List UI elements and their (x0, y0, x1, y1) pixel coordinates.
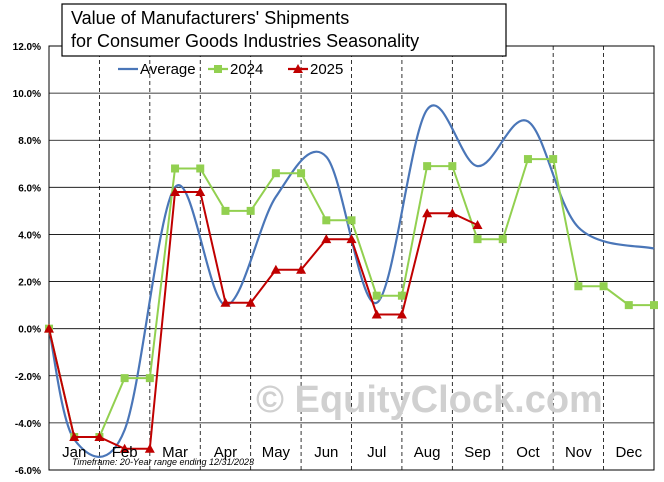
y-tick-label: 2.0% (18, 278, 41, 289)
data-point-2024 (120, 374, 129, 383)
data-point-2024 (523, 155, 532, 164)
legend: Average 2024 2025 (118, 61, 343, 78)
series-layer (44, 104, 658, 458)
data-point-2025 (44, 323, 54, 333)
x-tick-label: Apr (214, 444, 237, 461)
data-point-2024 (599, 282, 608, 291)
data-point-2025 (220, 297, 231, 307)
data-point-2024 (246, 206, 255, 215)
data-point-2024 (423, 162, 432, 171)
series-line-2025 (48, 191, 478, 450)
data-point-2025 (270, 264, 281, 274)
y-tick-label: -4.0% (15, 419, 41, 430)
chart-title-line-1: Value of Manufacturers' Shipments (71, 8, 349, 28)
x-tick-label: May (262, 444, 291, 461)
x-tick-label: Aug (414, 444, 441, 461)
chart-title-line-2: for Consumer Goods Industries Seasonalit… (71, 31, 419, 51)
legend-label: 2024 (230, 61, 263, 78)
data-point-2024 (498, 235, 507, 244)
legend-marker (214, 65, 222, 73)
data-point-2025 (371, 309, 382, 319)
data-point-2024 (221, 206, 230, 215)
data-point-2025 (170, 187, 181, 197)
legend-label: 2025 (310, 61, 343, 78)
data-point-2025 (321, 234, 332, 244)
data-point-2024 (624, 301, 633, 310)
data-point-2024 (271, 169, 280, 178)
x-tick-label: Oct (516, 444, 540, 461)
data-point-2025 (195, 187, 206, 197)
data-point-2024 (549, 155, 558, 164)
x-tick-label: Jun (314, 444, 338, 461)
data-point-2025 (447, 208, 458, 218)
data-point-2025 (472, 220, 483, 230)
series-line-average (47, 104, 655, 458)
legend-entry-average: Average (118, 61, 196, 78)
data-point-2025 (94, 432, 105, 442)
timeframe-note: Timeframe: 20-Year range ending 12/31/20… (72, 457, 254, 467)
data-point-2024 (397, 291, 406, 300)
data-point-2024 (473, 235, 482, 244)
y-tick-label: -6.0% (15, 466, 41, 477)
y-tick-label: 4.0% (18, 230, 41, 241)
y-tick-label: 6.0% (18, 183, 41, 194)
series-2025 (44, 187, 483, 453)
data-point-2024 (297, 169, 306, 178)
legend-label: Average (140, 61, 196, 78)
y-tick-label: 8.0% (18, 136, 41, 147)
watermark-layer: © EquityClock.com (256, 379, 603, 421)
data-point-2025 (245, 297, 256, 307)
x-tick-label: Sep (464, 444, 491, 461)
data-point-2024 (171, 164, 180, 173)
x-tick-label: Dec (615, 444, 642, 461)
data-point-2024 (196, 164, 205, 173)
data-point-2024 (145, 374, 154, 383)
data-point-2024 (372, 291, 381, 300)
y-tick-label: 12.0% (13, 42, 41, 53)
y-tick-label: 10.0% (13, 89, 41, 100)
data-point-2025 (296, 264, 307, 274)
axis-layer: 12.0% 10.0% 8.0% 6.0% 4.0% 2.0% 0.0% -2.0% -4.0%… (13, 42, 643, 477)
data-point-2024 (574, 282, 583, 291)
data-point-2024 (347, 216, 356, 225)
y-tick-label: -2.0% (15, 372, 41, 383)
legend-entry-2024: 2024 (208, 61, 263, 78)
x-tick-label: Feb (112, 444, 138, 461)
x-tick-label: Mar (162, 444, 188, 461)
legend-entry-2025: 2025 (288, 61, 343, 78)
data-point-2025 (69, 432, 80, 442)
data-point-2025 (422, 208, 433, 218)
grid-layer (48, 45, 655, 471)
y-tick-label: 0.0% (18, 325, 41, 336)
data-point-2025 (346, 234, 357, 244)
chart-title: Value of Manufacturers' Shipments for Co… (61, 3, 507, 57)
data-point-2025 (396, 309, 407, 319)
series-average (47, 104, 655, 458)
data-point-2025 (144, 443, 155, 453)
legend-marker (293, 64, 303, 73)
data-point-2024 (448, 162, 457, 171)
watermark-text: © EquityClock.com (256, 379, 603, 421)
x-tick-label: Jul (367, 444, 386, 461)
data-point-2025 (119, 443, 130, 453)
data-point-2024 (322, 216, 331, 225)
x-tick-label: Jan (62, 444, 86, 461)
x-tick-label: Nov (565, 444, 592, 461)
data-point-2024 (650, 301, 658, 310)
